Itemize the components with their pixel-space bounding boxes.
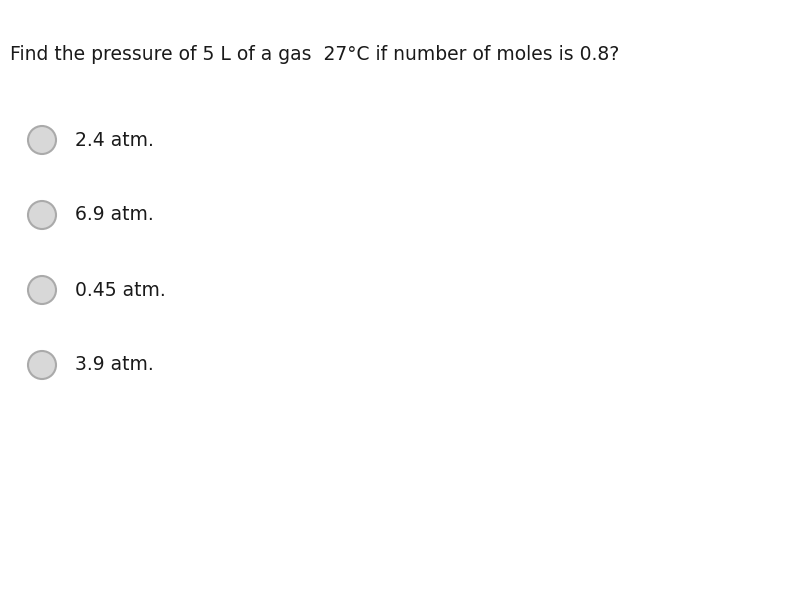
Ellipse shape (28, 126, 56, 154)
Text: 2.4 atm.: 2.4 atm. (75, 130, 154, 149)
Text: 3.9 atm.: 3.9 atm. (75, 355, 154, 374)
Text: Find the pressure of 5 L of a gas  27°C if number of moles is 0.8?: Find the pressure of 5 L of a gas 27°C i… (10, 46, 619, 64)
Ellipse shape (28, 276, 56, 304)
Text: 0.45 atm.: 0.45 atm. (75, 280, 166, 299)
Ellipse shape (28, 351, 56, 379)
Text: 6.9 atm.: 6.9 atm. (75, 205, 154, 224)
Ellipse shape (28, 201, 56, 229)
